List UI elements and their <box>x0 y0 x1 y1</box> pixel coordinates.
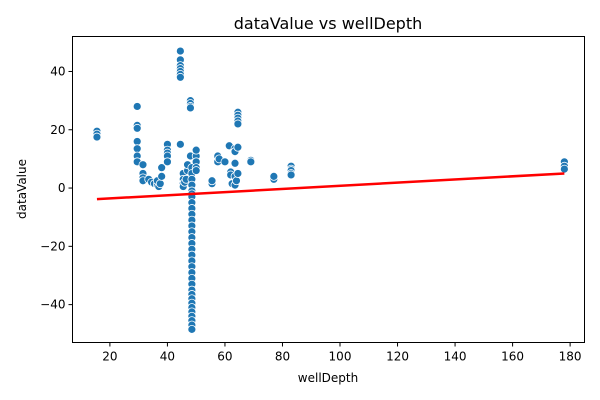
data-point <box>163 157 172 167</box>
data-point <box>157 171 167 181</box>
axes-frame <box>72 36 585 343</box>
x-axis: 20 40 60 80 100 120 140 160 180 <box>102 342 582 364</box>
data-point <box>155 179 165 189</box>
x-tick-label: 140 <box>444 350 467 364</box>
data-point <box>233 119 243 129</box>
x-tick-label: 20 <box>102 350 117 364</box>
data-point <box>132 137 142 146</box>
data-point <box>286 170 296 180</box>
data-point <box>175 46 185 56</box>
data-point <box>232 176 241 186</box>
y-axis-label: dataValue <box>15 159 29 219</box>
y-tick-label: 20 <box>50 123 65 137</box>
x-tick-label: 80 <box>275 350 290 364</box>
x-axis-label: wellDepth <box>298 371 358 385</box>
data-point <box>92 132 102 142</box>
data-point <box>220 157 230 167</box>
data-point <box>175 72 185 82</box>
data-point <box>132 123 142 133</box>
data-point <box>191 145 201 155</box>
data-point <box>233 169 243 178</box>
data-point <box>132 102 142 111</box>
data-point <box>269 171 279 181</box>
data-point <box>132 144 142 154</box>
data-point <box>230 158 240 168</box>
data-point <box>233 142 243 152</box>
x-tick-label: 100 <box>329 350 352 364</box>
y-tick-label: 0 <box>58 181 66 195</box>
y-axis: −40 −20 0 20 40 <box>40 64 73 312</box>
data-point <box>187 324 197 334</box>
data-point <box>191 166 201 175</box>
data-point <box>157 163 167 173</box>
x-tick-label: 160 <box>501 350 524 364</box>
trend-line <box>96 172 565 201</box>
data-point <box>207 176 217 186</box>
data-point <box>559 164 569 174</box>
y-tick-label: −40 <box>40 298 65 312</box>
data-point <box>138 160 148 170</box>
data-point <box>246 157 256 167</box>
plot-area <box>92 46 569 334</box>
x-tick-label: 40 <box>160 350 175 364</box>
chart-title: dataValue vs wellDepth <box>234 14 423 33</box>
x-tick-label: 120 <box>386 350 409 364</box>
x-tick-label: 180 <box>559 350 582 364</box>
data-point <box>186 103 195 113</box>
x-tick-label: 60 <box>217 350 232 364</box>
data-point <box>175 139 185 149</box>
y-tick-label: 40 <box>50 64 65 78</box>
y-tick-label: −20 <box>40 239 65 253</box>
